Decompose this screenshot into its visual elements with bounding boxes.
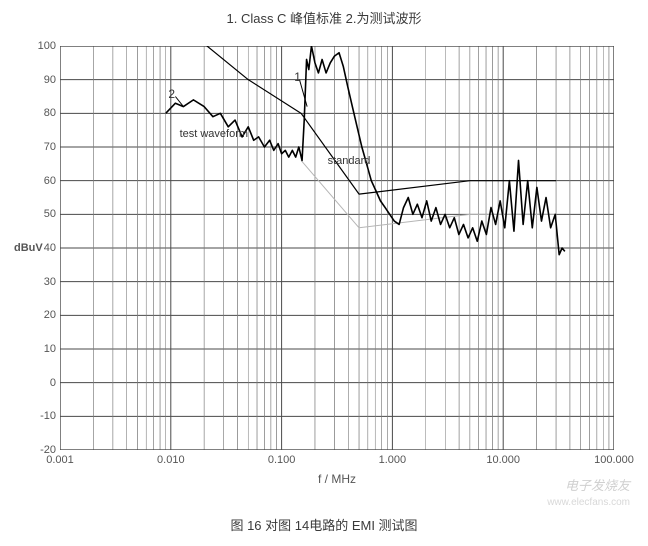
y-tick-label: 30 [44, 276, 60, 288]
y-tick-label: 10 [44, 343, 60, 355]
x-tick-label: 0.001 [46, 450, 74, 466]
figure-caption: 图 16 对图 14电路的 EMI 测试图 [0, 515, 648, 534]
legend-text: 1. Class C 峰值标准 2.为测试波形 [226, 11, 421, 26]
x-tick-label: 10.000 [486, 450, 520, 466]
x-axis-label: f / MHz [318, 450, 356, 486]
chart-annotation: standard [328, 155, 371, 167]
y-tick-label: 50 [44, 208, 60, 220]
page: 1. Class C 峰值标准 2.为测试波形 1009080706050403… [0, 0, 648, 546]
y-tick-label: -10 [40, 410, 60, 422]
y-tick-label: 70 [44, 141, 60, 153]
watermark: 电子发烧友 [565, 475, 630, 494]
x-tick-label: 100.000 [594, 450, 634, 466]
chart-annotation: 1 [294, 70, 301, 84]
chart-annotation: 2 [168, 87, 175, 101]
y-axis-label: dBuV [14, 242, 43, 254]
y-tick-label: 90 [44, 74, 60, 86]
x-tick-label: 0.100 [268, 450, 296, 466]
y-tick-label: 60 [44, 175, 60, 187]
x-tick-label: 1.000 [379, 450, 407, 466]
y-tick-label: 0 [50, 377, 60, 389]
watermark-url: www.elecfans.com [547, 497, 630, 508]
chart-box: 1009080706050403020100-10-20 0.0010.0100… [60, 46, 614, 450]
chart-svg [60, 46, 614, 450]
chart-annotation: test waveform [180, 128, 248, 140]
y-tick-label: 40 [44, 242, 60, 254]
x-tick-label: 0.010 [157, 450, 185, 466]
y-tick-label: 80 [44, 107, 60, 119]
y-tick-label: 20 [44, 309, 60, 321]
y-tick-label: 100 [38, 40, 60, 52]
top-legend: 1. Class C 峰值标准 2.为测试波形 [0, 8, 648, 27]
